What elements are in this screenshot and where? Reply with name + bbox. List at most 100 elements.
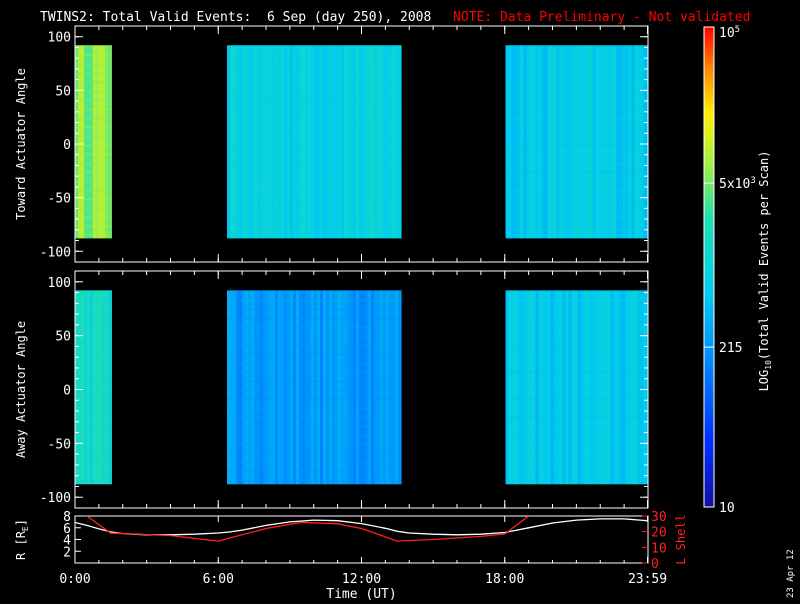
preliminary-note: NOTE: Data Preliminary - Not validated — [453, 10, 750, 25]
heat-cell — [347, 45, 351, 239]
heat-cell — [505, 434, 648, 437]
heat-cell — [592, 45, 596, 239]
heat-cell — [383, 45, 387, 239]
heat-cell — [284, 290, 288, 485]
heat-cell — [311, 45, 315, 239]
colorbar-tick-base: 215 — [719, 341, 742, 356]
heat-cell — [75, 326, 112, 329]
heat-cell — [553, 45, 557, 239]
heat-cell — [266, 290, 270, 485]
y-right-tick-label: 0 — [651, 557, 659, 572]
heat-cell — [227, 135, 402, 138]
heat-cell — [517, 290, 521, 485]
colorbar-strip — [703, 26, 715, 508]
y-axis-label-right: L Shell — [674, 514, 688, 565]
heat-cell — [625, 45, 629, 239]
heat-cell — [505, 290, 509, 485]
heat-cell — [227, 308, 402, 311]
heat-cell — [601, 290, 605, 485]
y-right-tick-label: 20 — [651, 526, 667, 541]
heat-cell — [290, 45, 294, 239]
heat-cell — [302, 290, 306, 485]
heat-cell — [332, 45, 336, 239]
heat-cell — [227, 335, 402, 338]
label-part: ] — [14, 519, 28, 526]
heat-cell — [505, 90, 648, 93]
heat-cell — [317, 45, 321, 239]
heat-cell — [75, 407, 112, 410]
heat-cell — [227, 398, 402, 401]
heat-cell — [326, 290, 330, 485]
heat-cell — [227, 470, 402, 473]
heat-cell — [105, 290, 109, 485]
series-line-lshell — [86, 516, 529, 542]
heat-cell — [398, 290, 402, 485]
heat-cell — [505, 54, 648, 57]
heat-cell — [75, 290, 112, 293]
heat-cell — [392, 290, 396, 485]
heat-cell — [646, 45, 648, 239]
heat-cell — [75, 45, 79, 239]
heat-cell — [227, 461, 402, 464]
heat-cell — [514, 45, 518, 239]
heat-cell — [505, 308, 648, 311]
heat-cell — [550, 290, 554, 485]
heat-cell — [505, 461, 648, 464]
heat-cell — [75, 72, 112, 75]
heat-cell — [78, 290, 82, 485]
heat-cell — [263, 45, 267, 239]
heat-cell — [75, 162, 112, 165]
heat-cell — [341, 290, 345, 485]
heat-cell — [505, 335, 648, 338]
heat-cell — [377, 290, 381, 485]
heat-cell — [505, 389, 648, 392]
heat-cell — [505, 144, 648, 147]
heat-cell — [227, 416, 402, 419]
heat-cell — [75, 171, 112, 174]
heat-cell — [386, 290, 390, 485]
heat-cell — [505, 153, 648, 156]
heat-cell — [556, 290, 560, 485]
heat-cell — [275, 45, 279, 239]
heat-cell — [227, 380, 402, 383]
x-axis-label: Time (UT) — [326, 587, 396, 600]
heat-cell — [368, 290, 372, 485]
heat-cell — [75, 198, 112, 201]
y-tick-label: -100 — [40, 491, 71, 506]
heat-cell — [595, 290, 599, 485]
heat-cell — [517, 45, 521, 239]
heat-cell — [562, 45, 566, 239]
heat-cell — [227, 290, 231, 485]
heat-cell — [75, 470, 112, 473]
heat-cell — [505, 362, 648, 365]
heat-cell — [90, 290, 94, 485]
heat-cell — [577, 290, 581, 485]
heat-cell — [505, 326, 648, 329]
heat-cell — [619, 290, 623, 485]
heat-cell — [598, 290, 602, 485]
heat-cell — [574, 290, 578, 485]
heat-cell — [75, 81, 112, 84]
heat-cell — [257, 290, 261, 485]
heat-cell — [75, 180, 112, 183]
heat-cell — [227, 99, 402, 102]
x-tick-label: 23:59 — [628, 572, 667, 587]
heat-cell — [227, 389, 402, 392]
heat-cell — [610, 45, 614, 239]
heat-cell — [583, 45, 587, 239]
heat-cell — [505, 117, 648, 120]
heat-cell — [111, 290, 112, 485]
heat-cell — [380, 45, 384, 239]
heat-cell — [562, 290, 566, 485]
heat-cell — [508, 290, 512, 485]
heat-cell — [505, 380, 648, 383]
heat-cell — [353, 45, 357, 239]
colorbar-tick-base: 10 — [719, 26, 735, 41]
heat-cell — [607, 45, 611, 239]
heat-cell — [296, 290, 300, 485]
heat-cell — [230, 45, 234, 239]
heat-cell — [266, 45, 270, 239]
heat-cell — [362, 45, 366, 239]
heat-cell — [628, 45, 632, 239]
